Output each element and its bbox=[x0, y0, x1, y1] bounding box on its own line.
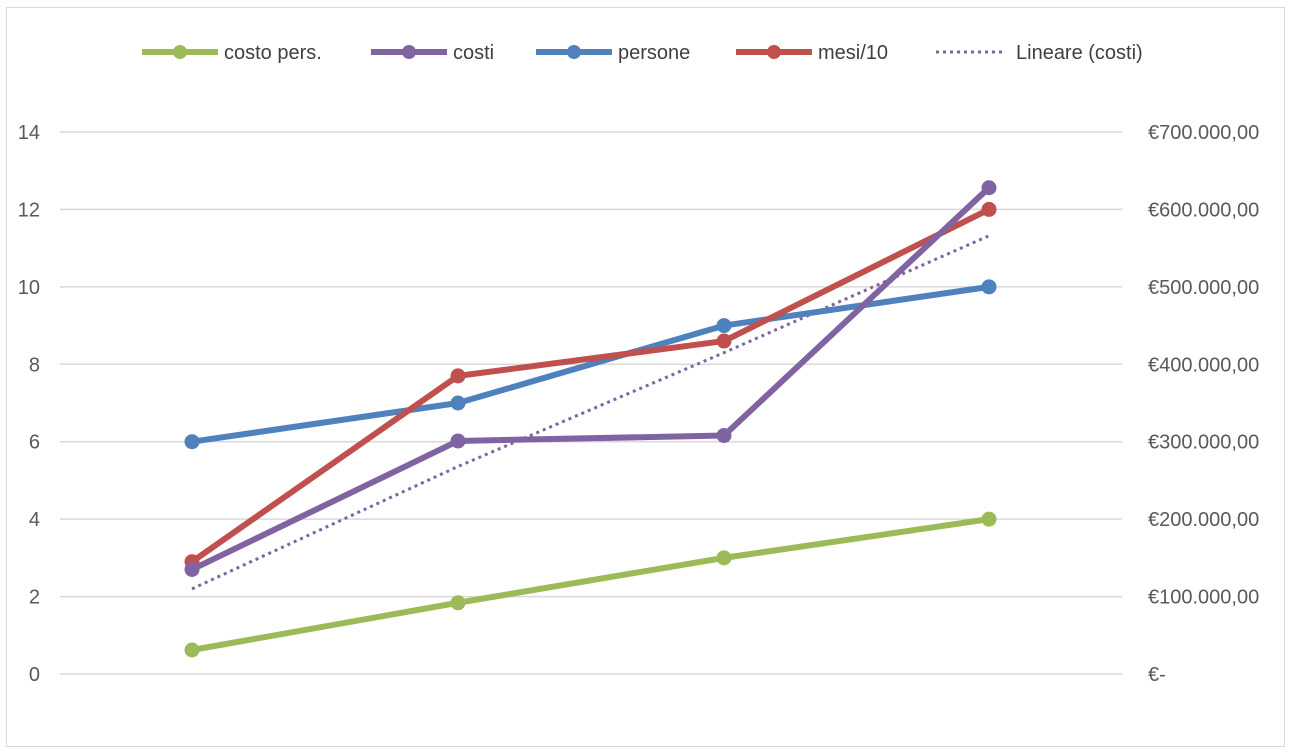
left-tick-label: 4 bbox=[29, 509, 40, 531]
legend-item-mesi-10: mesi/10 bbox=[736, 42, 888, 64]
right-tick-label: €600.000,00 bbox=[1148, 199, 1259, 221]
legend-item-costo-pers-: costo pers. bbox=[142, 42, 322, 64]
legend-label: Lineare (costi) bbox=[1016, 42, 1143, 64]
right-tick-label: €100.000,00 bbox=[1148, 587, 1259, 609]
series-costo-pers- bbox=[184, 511, 997, 658]
right-axis-ticks: €- €100.000,00 €200.000,00 €300.000,00 €400.… bbox=[1148, 122, 1259, 686]
right-tick-label: €400.000,00 bbox=[1148, 354, 1259, 376]
left-axis-ticks: 0 2 4 6 8 10 12 14 bbox=[18, 122, 40, 686]
legend-marker bbox=[567, 45, 581, 59]
data-point bbox=[716, 428, 732, 444]
legend-label: persone bbox=[618, 42, 690, 64]
legend-label: costi bbox=[453, 42, 494, 64]
data-point bbox=[716, 550, 732, 566]
left-tick-label: 10 bbox=[18, 277, 40, 299]
data-point bbox=[450, 368, 466, 384]
series-costi bbox=[184, 180, 997, 577]
data-point bbox=[716, 333, 732, 349]
data-point bbox=[450, 395, 466, 411]
legend: costo pers. costi persone mesi/10 Lineare (c… bbox=[142, 42, 1143, 64]
right-tick-label: €700.000,00 bbox=[1148, 122, 1259, 144]
right-tick-label: €- bbox=[1148, 664, 1166, 686]
data-point bbox=[981, 511, 997, 527]
data-point bbox=[184, 434, 200, 450]
legend-label: costo pers. bbox=[224, 42, 322, 64]
left-tick-label: 12 bbox=[18, 199, 40, 221]
legend-item-costi: costi bbox=[371, 42, 494, 64]
legend-marker bbox=[173, 45, 187, 59]
left-tick-label: 8 bbox=[29, 354, 40, 376]
right-tick-label: €300.000,00 bbox=[1148, 432, 1259, 454]
left-tick-label: 2 bbox=[29, 587, 40, 609]
right-tick-label: €200.000,00 bbox=[1148, 509, 1259, 531]
left-tick-label: 0 bbox=[29, 664, 40, 686]
legend-item-lineare-costi: Lineare (costi) bbox=[936, 42, 1143, 64]
data-point bbox=[450, 433, 466, 449]
legend-marker bbox=[402, 45, 416, 59]
legend-marker bbox=[767, 45, 781, 59]
data-point bbox=[184, 561, 200, 577]
data-point bbox=[450, 595, 466, 611]
data-point bbox=[184, 642, 200, 658]
series-persone bbox=[184, 279, 997, 450]
left-tick-label: 6 bbox=[29, 432, 40, 454]
left-tick-label: 14 bbox=[18, 122, 40, 144]
series-line bbox=[189, 516, 992, 653]
chart-area bbox=[6, 7, 1285, 747]
data-point bbox=[981, 180, 997, 196]
series-line bbox=[189, 206, 992, 565]
series-lines bbox=[184, 180, 997, 658]
legend-item-persone: persone bbox=[536, 42, 690, 64]
series-line bbox=[189, 283, 992, 445]
legend-label: mesi/10 bbox=[818, 42, 888, 64]
series-mesi-10 bbox=[184, 201, 997, 570]
data-point bbox=[981, 279, 997, 295]
data-point bbox=[716, 318, 732, 334]
right-tick-label: €500.000,00 bbox=[1148, 277, 1259, 299]
series-line bbox=[189, 184, 992, 573]
data-point bbox=[981, 201, 997, 217]
